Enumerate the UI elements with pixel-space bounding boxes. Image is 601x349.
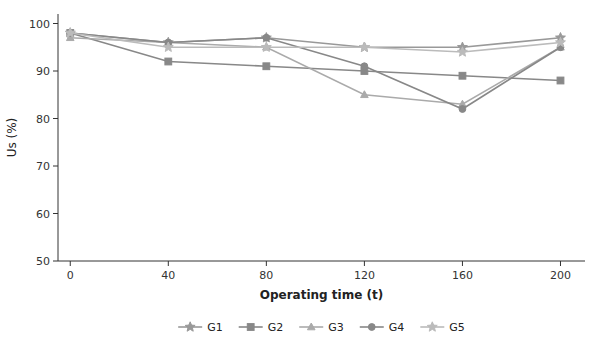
data-point — [261, 42, 271, 51]
legend-swatch — [307, 323, 315, 330]
x-tick — [560, 261, 561, 266]
data-point — [459, 106, 466, 113]
data-point — [163, 42, 173, 51]
legend-item: G4 — [360, 321, 405, 334]
legend-item: G2 — [239, 321, 284, 334]
chart: 0 40 80 120 160 200 50 60 70 80 90 100 Operating tim… — [0, 0, 601, 349]
legend-label: G4 — [389, 321, 405, 334]
legend-label: G1 — [207, 321, 223, 334]
data-point — [263, 34, 270, 41]
series — [65, 28, 565, 56]
series — [67, 30, 564, 84]
y-tick — [53, 118, 58, 119]
series-line — [70, 33, 560, 109]
y-tick — [53, 166, 58, 167]
x-tick — [70, 261, 71, 266]
legend-swatch — [185, 322, 195, 331]
legend-swatch — [368, 324, 375, 331]
legend-item: G1 — [178, 321, 223, 334]
y-tick — [53, 71, 58, 72]
data-point — [458, 47, 468, 56]
series-line — [70, 33, 560, 52]
y-tick — [53, 213, 58, 214]
x-axis-label: Operating time (t) — [260, 288, 383, 302]
x-axis-line — [58, 261, 585, 262]
y-tick-label: 50 — [36, 255, 50, 268]
data-point — [557, 77, 564, 84]
data-point — [65, 28, 75, 37]
x-tick-label: 200 — [550, 269, 571, 282]
x-tick-label: 40 — [161, 269, 175, 282]
plot-area — [65, 28, 565, 113]
data-point — [263, 63, 270, 70]
legend-item: G5 — [420, 321, 465, 334]
legend-label: G3 — [328, 321, 344, 334]
x-tick-label: 120 — [354, 269, 375, 282]
y-tick-label: 60 — [36, 208, 50, 221]
data-point — [556, 37, 566, 46]
series — [66, 34, 564, 107]
y-axis-line — [58, 14, 59, 261]
axes: 0 40 80 120 160 200 50 60 70 80 90 100 — [29, 14, 585, 282]
legend-item: G3 — [299, 321, 344, 334]
x-tick — [364, 261, 365, 266]
y-tick — [53, 23, 58, 24]
series — [67, 30, 564, 113]
y-tick-label: 90 — [36, 65, 50, 78]
data-point — [65, 28, 75, 37]
x-tick-label: 160 — [452, 269, 473, 282]
data-point — [165, 58, 172, 65]
x-tick — [462, 261, 463, 266]
data-point — [361, 63, 368, 70]
legend: G1 G2 G3 G4 G5 — [178, 321, 465, 334]
y-tick-label: 100 — [29, 18, 50, 31]
y-tick — [53, 261, 58, 262]
data-point — [261, 33, 271, 42]
x-tick — [266, 261, 267, 266]
legend-label: G2 — [268, 321, 284, 334]
legend-swatch — [247, 324, 254, 331]
data-point — [361, 91, 369, 98]
legend-label: G5 — [449, 321, 465, 334]
data-point — [459, 72, 466, 79]
data-point — [359, 42, 369, 51]
x-tick-label: 80 — [259, 269, 273, 282]
y-tick-label: 80 — [36, 113, 50, 126]
legend-swatch — [427, 322, 437, 331]
y-axis-label: Us (%) — [5, 118, 19, 158]
x-tick — [168, 261, 169, 266]
x-tick-label: 0 — [67, 269, 74, 282]
data-point — [359, 42, 369, 51]
y-tick-label: 70 — [36, 160, 50, 173]
